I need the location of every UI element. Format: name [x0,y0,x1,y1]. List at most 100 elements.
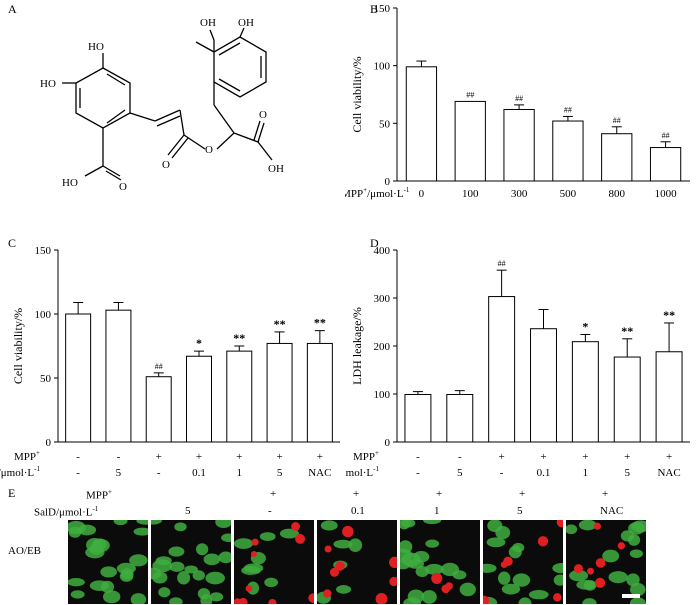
structure-oh-4: OH [238,17,254,29]
chart-c-row-value: + [156,451,162,463]
chart-c-annotation: * [196,336,202,350]
e-red-cell [595,577,606,588]
e-red-cell [595,558,606,568]
e-scale-bar [622,594,640,598]
e-green-cell [158,587,171,598]
chart-d-ytick-label: 200 [374,341,391,353]
chart-d-row-label: MPP+ [353,449,379,463]
chart-d-row-value: 1 [583,467,589,479]
chart-b-row-label: MPP+/μmol·L-1 [345,186,410,200]
chart-b-annotation: ## [613,116,621,125]
chart-d-annotation: ** [663,308,675,322]
chart-b-category-label: 100 [462,188,479,200]
chart-b-bar [503,108,535,182]
e-mpp-value: + [436,488,443,500]
e-green-cell [401,520,416,528]
chart-c-row-value: 0.1 [192,467,206,479]
e-green-cell [200,594,213,604]
e-stain-label: AO/EB [8,545,41,557]
chart-d-annotation: * [582,319,588,333]
chart-b-category-label: 0 [419,188,425,200]
chart-c-ytick-label: 100 [35,309,52,321]
chart-c-row-value: - [76,451,80,463]
chart-c-bar [145,376,172,443]
chart-c-ylabel: Cell viability/% [11,308,25,384]
e-red-cell [295,533,306,544]
e-green-cell [440,562,460,577]
chart-b-ytick-label: 50 [379,118,391,130]
e-green-cell [155,556,172,566]
e-red-cell [245,585,253,592]
e-red-cell [431,572,443,584]
chart-b-bar [454,100,486,182]
chart-d-row-value: + [540,451,546,463]
e-micrograph-cells [400,520,476,604]
chart-d-row-value: - [500,467,504,479]
e-green-cell [569,570,589,582]
e-micrograph-cells [317,520,397,604]
e-micrograph [68,520,148,604]
chart-d-bar [613,356,641,443]
e-row-label-sald: SalD/μmol·L-1 [34,505,99,519]
panel-letter-a: A [8,2,17,16]
e-red-cell [329,567,339,577]
chart-c-bar [226,350,253,443]
e-green-cell [400,548,413,562]
e-green-cell [218,551,231,564]
chart-b-category-label: 500 [560,188,577,200]
chart-c-bar [65,313,92,443]
e-red-cell [323,589,332,598]
e-green-cell [129,554,148,567]
chart-d-ylabel: LDH leakage/% [350,307,364,385]
e-red-cell [335,561,345,571]
chart-d-row-value: 5 [624,467,630,479]
e-red-cell [500,561,508,569]
chart-b-category-label: 1000 [655,188,678,200]
e-green-cell [483,563,497,573]
chart-c-row-value: + [317,451,323,463]
e-green-cell [630,582,646,597]
e-row-label-mpp: MPP+ [86,488,112,502]
e-green-cell [259,532,276,541]
e-green-cell [168,546,185,557]
e-micrograph [566,520,646,604]
e-green-cell [151,520,162,525]
e-red-cell [308,593,314,603]
e-green-cell [552,563,563,574]
e-green-cell [113,520,128,526]
chart-d-row-value: + [499,451,505,463]
e-green-cell [279,528,300,539]
e-sald-value: 5 [185,505,191,517]
structure-oh-1: HO [88,41,104,53]
chart-d-row-value: - [416,451,420,463]
e-green-cell [459,582,476,597]
chart-c-ytick-label: 0 [46,437,52,449]
e-green-cell [234,538,254,549]
chart-d-annotation: ** [621,324,633,338]
e-green-cell [68,577,85,587]
chart-b-annotation: ## [515,94,523,103]
chart-c-bar [266,342,293,443]
chart-c-row-label: SalD/μmol·L-1 [0,465,40,479]
e-green-cell [241,566,261,575]
e-green-cell [512,573,531,587]
chart-b-bar [552,120,584,182]
e-green-cell [169,561,185,572]
chart-c-row-value: 1 [237,467,243,479]
chart-b-bar [649,147,682,182]
e-green-cell [486,537,506,548]
chart-b-annotation: ## [564,105,572,114]
e-micrograph-cells [151,520,231,604]
chart-c-row-value: + [196,451,202,463]
chart-d-ytick-label: 300 [374,293,391,305]
chart-d-ytick-label: 400 [374,245,391,257]
e-green-cell [602,549,620,563]
e-green-cell [130,593,147,604]
structure-acid2-o: O [259,109,267,121]
chart-d-bar [571,341,599,443]
e-green-cell [629,597,646,604]
chart-c-ytick-label: 50 [40,373,52,385]
e-green-cell [578,520,597,531]
chart-d-row-value: + [582,451,588,463]
e-green-cell [495,526,511,540]
